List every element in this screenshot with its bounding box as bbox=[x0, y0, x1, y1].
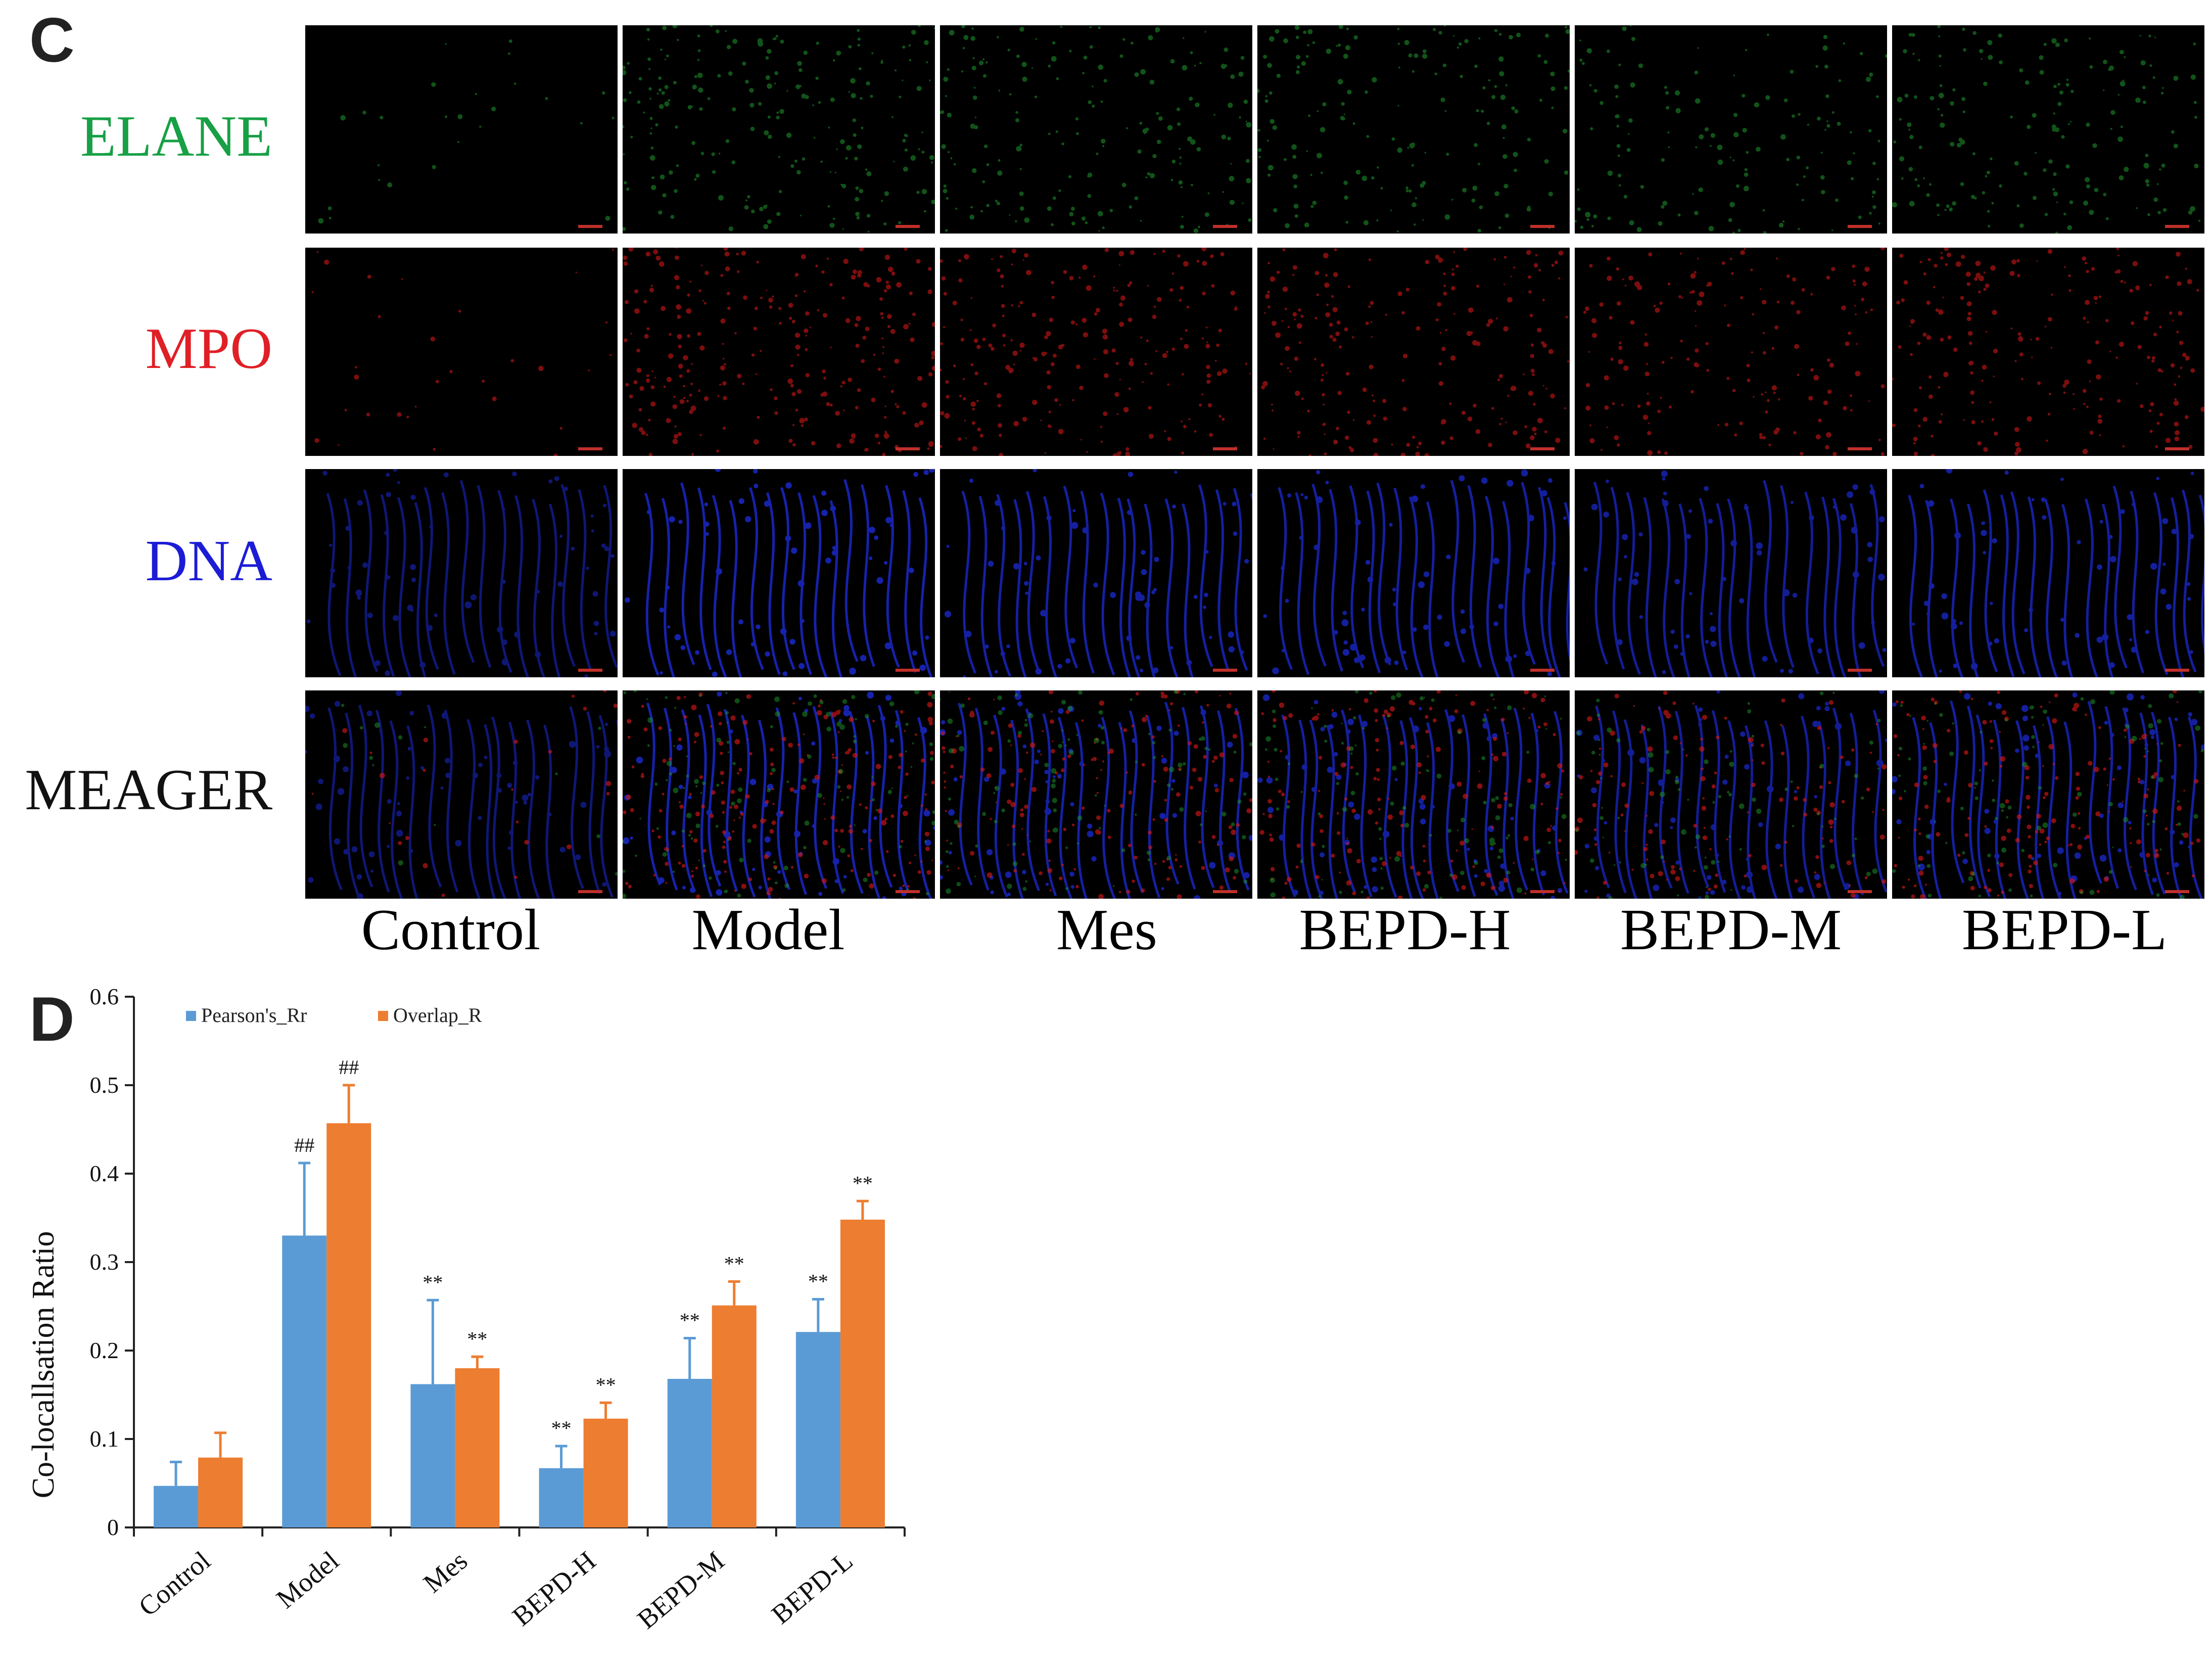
bar-pearson-model bbox=[282, 1235, 327, 1527]
legend-swatch-0 bbox=[186, 1011, 196, 1021]
micrograph-meager-model bbox=[623, 690, 935, 899]
column-label-bepd-l: BEPD-L bbox=[1962, 898, 2167, 962]
x-tick-label-bepd-h: BEPD-H bbox=[506, 1545, 601, 1632]
micrograph-mpo-bepd-h bbox=[1257, 248, 1570, 456]
micrograph-meager-mes bbox=[940, 690, 1252, 899]
significance-annotation: ** bbox=[808, 1270, 828, 1293]
column-label-model: Model bbox=[691, 898, 845, 962]
x-tick-label-bepd-l: BEPD-L bbox=[766, 1545, 858, 1630]
significance-annotation: ** bbox=[551, 1417, 572, 1439]
bar-overlap-bepd-l bbox=[840, 1220, 885, 1527]
bar-pearson-bepd-h bbox=[539, 1468, 584, 1527]
y-tick-label: 0.5 bbox=[90, 1072, 119, 1098]
bar-pearson-mes bbox=[410, 1384, 455, 1527]
chart-bars: ## ## ** ** ** ** ** ** ** ** bbox=[154, 1056, 885, 1527]
chart-axes: 0 0.1 0.2 0.3 0.4 0.5 0.6 Control Model Mes BEPD-H… bbox=[90, 984, 906, 1635]
micrograph-mpo-model bbox=[623, 248, 935, 456]
bar-overlap-model bbox=[326, 1123, 371, 1527]
row-label-elane: ELANE bbox=[80, 104, 272, 169]
micrograph-elane-bepd-m bbox=[1575, 25, 1887, 234]
x-tick-label-control: Control bbox=[133, 1545, 216, 1622]
micrograph-elane-model bbox=[623, 25, 935, 234]
micrograph-mpo-bepd-m bbox=[1575, 248, 1887, 456]
bar-overlap-control bbox=[198, 1457, 243, 1527]
column-label-bepd-h: BEPD-H bbox=[1299, 898, 1511, 962]
y-tick-label: 0 bbox=[107, 1514, 119, 1540]
bar-pearson-control bbox=[154, 1485, 199, 1527]
column-label-bepd-m: BEPD-M bbox=[1620, 898, 1842, 962]
y-tick-label: 0.3 bbox=[90, 1249, 119, 1275]
micrograph-dna-model bbox=[623, 469, 935, 677]
micrograph-dna-bepd-h bbox=[1257, 469, 1570, 677]
x-tick-label-mes: Mes bbox=[417, 1545, 473, 1599]
x-tick-label-bepd-m: BEPD-M bbox=[632, 1545, 730, 1635]
y-tick-label: 0.1 bbox=[90, 1426, 119, 1452]
micrograph-meager-bepd-l bbox=[1892, 690, 2204, 899]
legend-swatch-1 bbox=[378, 1011, 388, 1021]
micrograph-elane-bepd-l bbox=[1892, 25, 2204, 234]
micrograph-elane-bepd-h bbox=[1257, 25, 1570, 234]
micrograph-dna-bepd-l bbox=[1892, 469, 2204, 677]
significance-annotation: ## bbox=[339, 1056, 359, 1079]
micrograph-dna-bepd-m bbox=[1575, 469, 1887, 677]
micrograph-dna-mes bbox=[940, 469, 1252, 677]
significance-annotation: ** bbox=[680, 1309, 700, 1332]
significance-annotation: ** bbox=[467, 1327, 487, 1350]
micrograph-elane-control bbox=[305, 25, 618, 234]
y-axis-label: Co-locallsation Ratio bbox=[26, 1231, 61, 1499]
y-tick-label: 0.6 bbox=[90, 984, 119, 1009]
micrograph-dna-control bbox=[305, 469, 618, 677]
micrograph-meager-bepd-m bbox=[1575, 690, 1887, 899]
micrograph-mpo-mes bbox=[940, 248, 1252, 456]
legend-label-0: Pearson's_Rr bbox=[201, 1004, 307, 1027]
chart-legend: Pearson's_Rr Overlap_R bbox=[186, 1004, 482, 1027]
significance-annotation: ** bbox=[596, 1373, 616, 1396]
significance-annotation: ** bbox=[422, 1271, 443, 1293]
bar-overlap-bepd-m bbox=[712, 1305, 757, 1527]
panel-c-letter: C bbox=[29, 6, 75, 75]
micrograph-mpo-bepd-l bbox=[1892, 248, 2204, 456]
micrograph-mpo-control bbox=[305, 248, 618, 456]
y-tick-label: 0.2 bbox=[90, 1337, 119, 1363]
bar-overlap-bepd-h bbox=[583, 1418, 628, 1527]
legend-label-1: Overlap_R bbox=[393, 1004, 482, 1027]
significance-annotation: ** bbox=[724, 1252, 744, 1275]
micrograph-meager-control bbox=[305, 690, 618, 899]
significance-annotation: ** bbox=[853, 1172, 873, 1194]
bar-pearson-bepd-m bbox=[667, 1379, 712, 1527]
panel-d-letter: D bbox=[29, 985, 75, 1054]
colocalization-bar-chart: 0 0.1 0.2 0.3 0.4 0.5 0.6 Control Model Mes BEPD-H… bbox=[26, 984, 906, 1635]
row-label-merge: MEAGER bbox=[25, 758, 272, 822]
y-tick-label: 0.4 bbox=[90, 1160, 119, 1186]
significance-annotation: ## bbox=[294, 1134, 314, 1156]
column-label-mes: Mes bbox=[1056, 898, 1157, 962]
column-label-control: Control bbox=[361, 898, 541, 962]
micrograph-meager-bepd-h bbox=[1257, 690, 1570, 899]
micrograph-elane-mes bbox=[940, 25, 1252, 234]
x-tick-label-model: Model bbox=[270, 1545, 345, 1614]
bar-pearson-bepd-l bbox=[795, 1332, 840, 1527]
bar-overlap-mes bbox=[455, 1368, 500, 1527]
row-label-dna: DNA bbox=[145, 529, 272, 593]
row-label-mpo: MPO bbox=[145, 316, 272, 381]
